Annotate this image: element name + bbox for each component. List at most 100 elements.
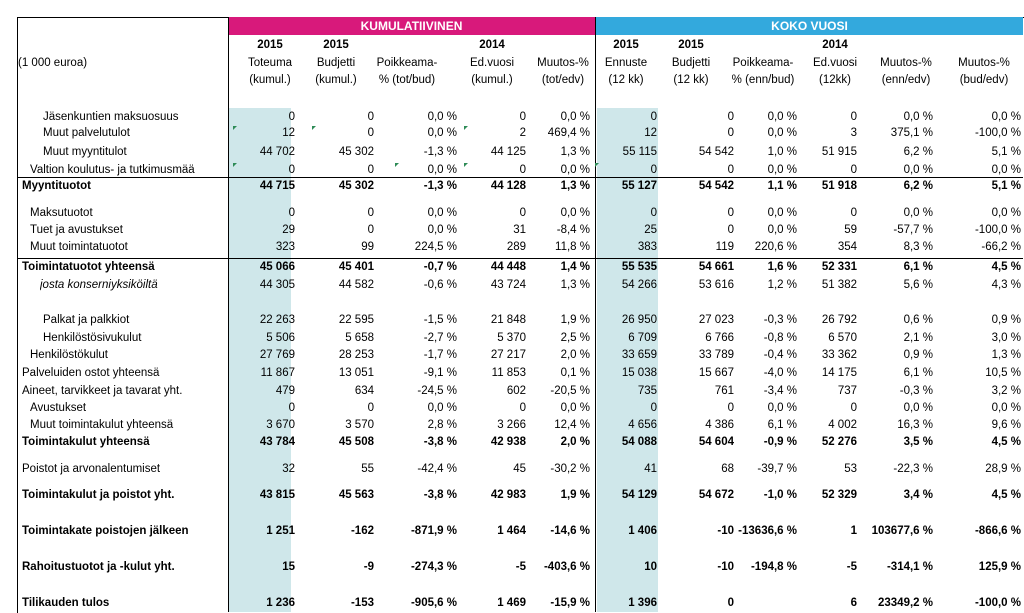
table-cell: 33 789 bbox=[698, 349, 734, 361]
table-cell: 0 bbox=[650, 164, 657, 176]
row-label: Jäsenkuntien maksuosuus bbox=[43, 111, 179, 123]
header-year: 2015 bbox=[323, 39, 349, 51]
divider-left bbox=[228, 17, 229, 612]
table-cell: 0,0 % bbox=[560, 207, 590, 219]
table-cell: 11,8 % bbox=[555, 241, 590, 253]
table-cell: 26 950 bbox=[621, 314, 657, 326]
table-cell: 0,0 % bbox=[767, 111, 797, 123]
table-cell: -5 bbox=[846, 561, 857, 573]
table-row: Aineet, tarvikkeet ja tavarat yht. 479 634… bbox=[0, 383, 1024, 400]
table-cell: 0,0 % bbox=[991, 111, 1021, 123]
table-cell: 44 128 bbox=[490, 180, 526, 192]
table-cell: -0,9 % bbox=[763, 436, 797, 448]
divider-middle bbox=[595, 17, 596, 612]
band-koko-vuosi: KOKO VUOSI bbox=[596, 17, 1023, 35]
comment-indicator-icon bbox=[464, 126, 468, 130]
table-cell: -9,1 % bbox=[423, 367, 457, 379]
table-cell: 6 709 bbox=[628, 332, 657, 344]
table-cell: -10 bbox=[717, 525, 734, 537]
table-cell: 4,3 % bbox=[991, 279, 1021, 291]
table-cell: 42 938 bbox=[490, 436, 526, 448]
table-row: Muut palvelutulot 12 0 0,0 % 2 469,4 % 12 0 0,0 … bbox=[0, 125, 1024, 142]
table-cell: -274,3 % bbox=[410, 561, 457, 573]
table-row: Avustukset 0 0 0,0 % 0 0,0 % 0 0 0,0 % 0 0,0 % 0,0 … bbox=[0, 400, 1024, 417]
table-cell: 32 bbox=[282, 463, 295, 475]
table-cell: 0,6 % bbox=[903, 314, 933, 326]
table-cell: -66,2 % bbox=[981, 241, 1021, 253]
table-cell: 99 bbox=[361, 241, 374, 253]
rule-above-myyntituotot bbox=[17, 177, 1023, 178]
table-cell: 22 595 bbox=[338, 314, 374, 326]
row-label: Myyntituotot bbox=[22, 180, 91, 192]
table-cell: 0 bbox=[367, 127, 374, 139]
table-cell: 1 251 bbox=[266, 525, 295, 537]
table-cell: 1,0 % bbox=[767, 146, 797, 158]
table-cell: 602 bbox=[506, 385, 526, 397]
table-cell: 125,9 % bbox=[978, 561, 1021, 573]
table-cell: 323 bbox=[275, 241, 295, 253]
table-cell: 28 253 bbox=[338, 349, 374, 361]
table-cell: 51 382 bbox=[821, 279, 857, 291]
table-cell: -5 bbox=[515, 561, 526, 573]
table-cell: 354 bbox=[837, 241, 857, 253]
table-cell: 1,3 % bbox=[560, 146, 590, 158]
column-header: Muutos-% bbox=[958, 57, 1010, 69]
table-cell: 0 bbox=[650, 207, 657, 219]
table-cell: 5,1 % bbox=[991, 180, 1021, 192]
row-label: Muut toimintatuotot bbox=[30, 241, 128, 253]
table-cell: 55 115 bbox=[622, 146, 657, 158]
table-cell: 15 038 bbox=[621, 367, 657, 379]
table-cell: 42 983 bbox=[490, 489, 526, 501]
table-cell: 1 406 bbox=[628, 525, 657, 537]
column-header: Ed.vuosi bbox=[469, 57, 515, 69]
table-cell: 1,2 % bbox=[767, 279, 797, 291]
table-cell: 3,4 % bbox=[903, 489, 933, 501]
table-cell: 1,3 % bbox=[560, 180, 590, 192]
table-cell: 383 bbox=[637, 241, 657, 253]
table-cell: 54 129 bbox=[621, 489, 657, 501]
table-cell: -1,3 % bbox=[423, 180, 457, 192]
table-cell: 6 bbox=[850, 597, 857, 609]
table-cell: 1 236 bbox=[266, 597, 295, 609]
table-cell: 12 bbox=[282, 127, 295, 139]
column-header: Ennuste bbox=[604, 57, 648, 69]
table-cell: 3,0 % bbox=[991, 332, 1021, 344]
table-cell: -194,8 % bbox=[750, 561, 797, 573]
table-cell: 53 616 bbox=[698, 279, 734, 291]
header-year: 2014 bbox=[822, 39, 848, 51]
table-cell: -0,6 % bbox=[423, 279, 457, 291]
table-cell: 6,2 % bbox=[903, 146, 933, 158]
table-cell: 735 bbox=[637, 385, 657, 397]
table-cell: 0,0 % bbox=[903, 111, 933, 123]
column-header: Muutos-% bbox=[537, 57, 589, 69]
table-cell: 15 667 bbox=[698, 367, 734, 379]
table-cell: 51 918 bbox=[821, 180, 857, 192]
table-cell: 0 bbox=[850, 164, 857, 176]
table-cell: -39,7 % bbox=[757, 463, 797, 475]
table-cell: 0,0 % bbox=[427, 127, 457, 139]
table-cell: 0,0 % bbox=[560, 111, 590, 123]
table-cell: 6,1 % bbox=[767, 419, 797, 431]
column-header: (bud/edv) bbox=[959, 74, 1009, 86]
table-row: josta konserniyksiköiltä 44 305 44 582 -0,6… bbox=[0, 277, 1024, 294]
table-row: Tilikauden tulos 1 236 -153 -905,6 % 1 469 -1… bbox=[0, 595, 1024, 612]
row-label: Muut toimintakulut yhteensä bbox=[30, 419, 174, 431]
table-cell: -100,0 % bbox=[974, 224, 1021, 236]
table-cell: -0,3 % bbox=[899, 385, 933, 397]
table-cell: -3,8 % bbox=[423, 436, 457, 448]
table-cell: 6 766 bbox=[705, 332, 734, 344]
table-cell: -4,0 % bbox=[763, 367, 797, 379]
table-cell: 0,9 % bbox=[991, 314, 1021, 326]
comment-indicator-icon bbox=[395, 163, 399, 167]
table-cell: 44 715 bbox=[259, 180, 295, 192]
table-cell: -403,6 % bbox=[543, 561, 590, 573]
table-cell: -30,2 % bbox=[550, 463, 590, 475]
table-cell: 0 bbox=[650, 402, 657, 414]
table-row: Toimintatuotot yhteensä 45 066 45 401 -0,7 … bbox=[0, 259, 1024, 276]
table-cell: -162 bbox=[350, 525, 374, 537]
table-cell: 9,6 % bbox=[991, 419, 1021, 431]
table-cell: 0 bbox=[367, 164, 374, 176]
table-cell: 8,3 % bbox=[903, 241, 933, 253]
comment-indicator-icon bbox=[464, 163, 468, 167]
table-cell: 3 670 bbox=[266, 419, 295, 431]
